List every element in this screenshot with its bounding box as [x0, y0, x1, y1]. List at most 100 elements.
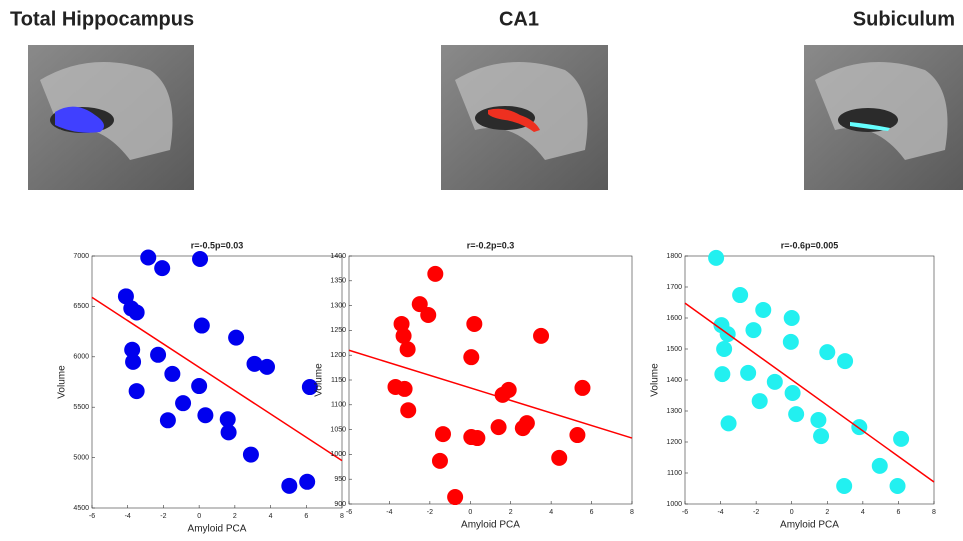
x-tick-label: -2: [160, 513, 166, 520]
point: [397, 381, 413, 397]
y-tick-label: 1500: [666, 346, 682, 353]
y-axis-label: Volume: [57, 365, 68, 399]
point: [259, 359, 275, 375]
y-tick-label: 1800: [666, 253, 682, 260]
y-tick-label: 1000: [666, 501, 682, 508]
point: [574, 380, 590, 396]
point: [466, 316, 482, 332]
fit-line: [685, 303, 934, 482]
point: [435, 426, 451, 442]
x-tick-label: -2: [427, 509, 433, 516]
y-tick-label: 1300: [666, 408, 682, 415]
y-tick-label: 950: [334, 476, 346, 483]
y-tick-label: 1350: [330, 278, 346, 285]
y-tick-label: 1300: [330, 302, 346, 309]
y-tick-label: 1250: [330, 327, 346, 334]
x-tick-label: 0: [790, 509, 794, 516]
x-tick-label: 6: [590, 509, 594, 516]
y-tick-label: 1050: [330, 426, 346, 433]
point: [813, 428, 829, 444]
point: [299, 474, 315, 490]
panel-title: Total Hippocampus: [10, 8, 194, 30]
point: [469, 430, 485, 446]
x-tick-label: 8: [340, 513, 344, 520]
point: [228, 330, 244, 346]
point: [716, 341, 732, 357]
point: [745, 322, 761, 338]
y-tick-label: 1200: [330, 352, 346, 359]
figure: Total Hippocampusr=-0.5p=0.03-6-4-202468…: [0, 0, 963, 536]
point: [551, 450, 567, 466]
point: [837, 353, 853, 369]
brain-image: [804, 45, 963, 190]
x-tick-label: -6: [346, 509, 352, 516]
point: [194, 318, 210, 334]
point: [447, 489, 463, 505]
point: [721, 415, 737, 431]
chart-title: r=-0.2p=0.3: [467, 240, 515, 250]
point: [890, 478, 906, 494]
point: [427, 266, 443, 282]
x-tick-label: 6: [304, 513, 308, 520]
x-tick-label: 8: [630, 509, 634, 516]
y-tick-label: 1100: [331, 402, 346, 409]
x-tick-label: 0: [468, 509, 472, 516]
panel-title: CA1: [499, 8, 539, 30]
point: [150, 347, 166, 363]
y-tick-label: 5500: [73, 404, 89, 411]
point: [755, 302, 771, 318]
point: [197, 407, 213, 423]
point: [243, 447, 259, 463]
x-tick-label: 6: [896, 509, 900, 516]
point: [784, 310, 800, 326]
point: [281, 478, 297, 494]
point: [819, 344, 835, 360]
brain-image: [441, 45, 608, 190]
y-tick-label: 1600: [666, 315, 682, 322]
y-tick-label: 1000: [330, 451, 346, 458]
panel-title: Subiculum: [853, 8, 955, 30]
point: [893, 431, 909, 447]
point: [125, 354, 141, 370]
chart-title: r=-0.6p=0.005: [781, 240, 839, 250]
y-axis-label: Volume: [314, 363, 325, 397]
y-tick-label: 6500: [73, 303, 89, 310]
x-axis-label: Amyloid PCA: [461, 520, 520, 531]
point: [785, 385, 801, 401]
point: [192, 251, 208, 267]
point: [191, 378, 207, 394]
point: [420, 307, 436, 323]
x-tick-label: 4: [861, 509, 865, 516]
x-tick-label: -4: [386, 509, 392, 516]
plot-area: [349, 256, 632, 504]
y-tick-label: 1700: [666, 284, 682, 291]
point: [432, 453, 448, 469]
y-tick-label: 4500: [73, 505, 89, 512]
brain-image: [28, 45, 194, 190]
point: [714, 366, 730, 382]
y-tick-label: 7000: [73, 253, 89, 260]
x-tick-label: -4: [125, 513, 131, 520]
point: [810, 412, 826, 428]
y-tick-label: 1100: [667, 470, 682, 477]
point: [160, 412, 176, 428]
point: [400, 402, 416, 418]
fit-line: [92, 297, 342, 460]
x-axis-label: Amyloid PCA: [188, 524, 247, 535]
point: [872, 458, 888, 474]
point: [788, 406, 804, 422]
x-tick-label: 2: [825, 509, 829, 516]
point: [495, 387, 511, 403]
x-tick-label: 2: [509, 509, 513, 516]
y-tick-label: 1400: [666, 377, 682, 384]
x-tick-label: 8: [932, 509, 936, 516]
point: [569, 427, 585, 443]
point: [129, 383, 145, 399]
point: [515, 420, 531, 436]
point: [221, 424, 237, 440]
point: [767, 374, 783, 390]
x-tick-label: -4: [717, 509, 723, 516]
point: [154, 260, 170, 276]
point: [708, 250, 724, 266]
y-tick-label: 900: [334, 501, 346, 508]
